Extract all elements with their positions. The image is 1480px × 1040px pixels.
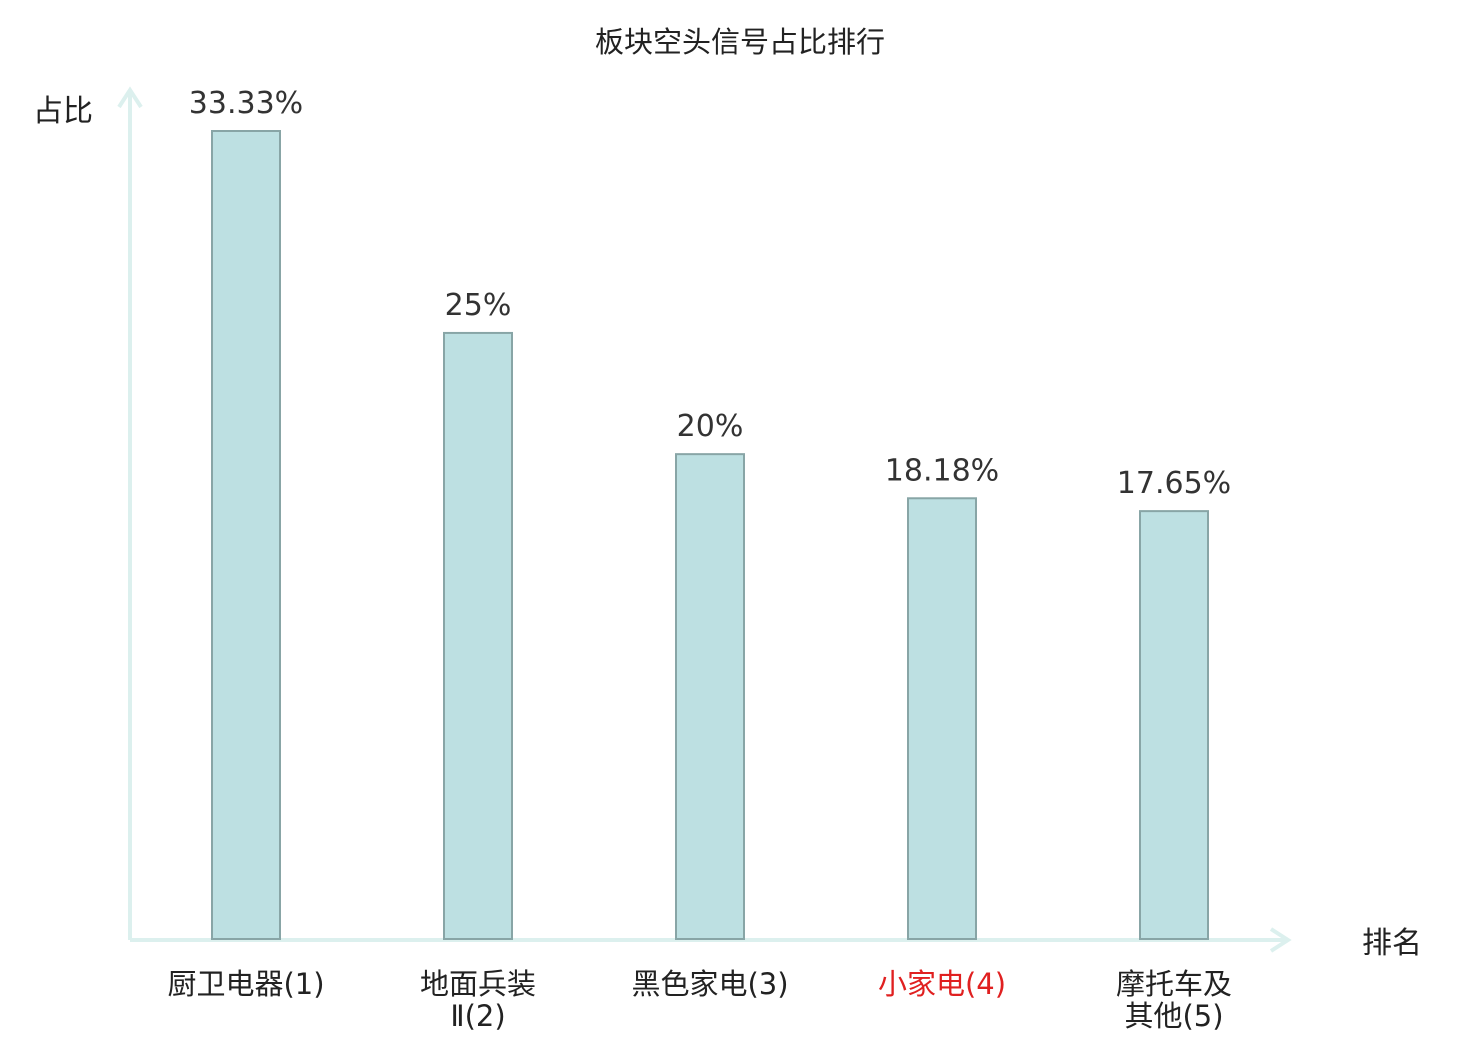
category-label-4: 小家电(4): [878, 967, 1006, 1001]
bar-3: [675, 453, 745, 940]
x-axis-label: 排名: [1362, 926, 1422, 961]
axes: [117, 86, 1292, 953]
category-labels-group: 厨卫电器(1) 地面兵装 Ⅱ(2) 黑色家电(3) 小家电(4) 摩托车及其他(5): [167, 967, 1232, 1033]
category-label-1: 厨卫电器(1): [167, 967, 324, 1001]
category-label-3-line-1: 黑色家电(3): [631, 967, 788, 1001]
category-label-5: 摩托车及其他(5): [1116, 967, 1232, 1033]
value-label-3: 20%: [677, 409, 744, 444]
bar-2: [443, 331, 513, 940]
category-label-2-line-2: Ⅱ(2): [450, 999, 505, 1033]
category-label-5-line-1: 摩托车及: [1116, 967, 1232, 1001]
value-label-2: 25%: [445, 288, 512, 323]
category-label-1-line-1: 厨卫电器(1): [167, 967, 324, 1001]
category-label-3: 黑色家电(3): [631, 967, 788, 1001]
bar-1: [211, 130, 281, 940]
value-label-5: 17.65%: [1117, 466, 1231, 501]
bar-4: [907, 497, 977, 940]
bars-group: [211, 130, 1209, 940]
category-label-5-line-2: 其他(5): [1124, 999, 1223, 1033]
y-axis-label: 占比: [33, 94, 93, 129]
value-labels-group: 33.33% 25% 20% 18.18% 17.65%: [189, 86, 1231, 501]
y-axis-arrow: [117, 86, 143, 109]
bar-5: [1139, 510, 1209, 940]
chart-title: 板块空头信号占比排行: [595, 25, 885, 59]
value-label-4: 18.18%: [885, 453, 999, 488]
category-label-2: 地面兵装 Ⅱ(2): [420, 967, 536, 1033]
category-label-2-line-1: 地面兵装: [420, 967, 536, 1001]
x-axis-arrow: [1269, 927, 1292, 953]
value-label-1: 33.33%: [189, 86, 303, 121]
category-label-4-line-1: 小家电(4): [878, 967, 1006, 1001]
